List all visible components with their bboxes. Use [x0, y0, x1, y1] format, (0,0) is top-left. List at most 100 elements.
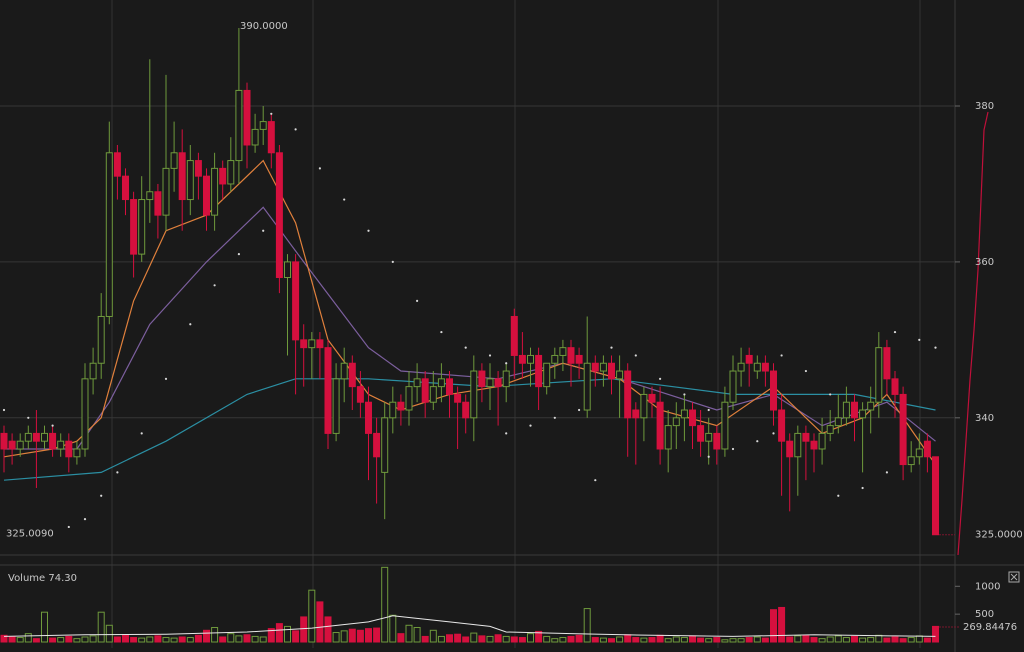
volume-bar — [49, 637, 57, 643]
sar-dot — [237, 253, 240, 256]
candle-body — [802, 432, 810, 442]
close-icon[interactable] — [1010, 573, 1018, 581]
candle-body — [510, 315, 518, 356]
candle-body — [599, 362, 607, 372]
volume-bar — [348, 628, 356, 643]
volume-bar — [243, 634, 251, 643]
volume-bar — [705, 638, 713, 643]
volume-bar — [907, 637, 915, 643]
volume-bar — [105, 624, 113, 643]
volume-bar — [154, 635, 162, 643]
sar-dot — [893, 330, 897, 334]
volume-bar — [672, 636, 680, 643]
sar-dot — [189, 323, 192, 326]
candle-body — [138, 199, 146, 255]
candle-body — [105, 152, 113, 317]
high-label: 390.0000 — [240, 21, 288, 32]
candle-body — [899, 393, 907, 466]
candle-body — [478, 370, 486, 388]
volume-bar — [729, 638, 737, 643]
volume-ma-label: 269.84476 — [963, 622, 1017, 633]
volume-bar — [170, 637, 178, 643]
candle-body — [705, 432, 713, 442]
candle-body — [551, 354, 559, 364]
sar-dot — [578, 408, 581, 412]
candle-body — [494, 378, 502, 388]
volume-bar — [130, 637, 138, 643]
volume-bar — [16, 637, 24, 643]
sar-dot — [213, 284, 216, 287]
volume-bar — [381, 566, 389, 643]
volume-bar — [24, 633, 32, 643]
candle-body — [365, 401, 372, 434]
close-box[interactable] — [1008, 571, 1020, 583]
sar-dot — [918, 338, 921, 341]
candle-body — [932, 456, 939, 536]
candle-body — [697, 425, 705, 442]
volume-bar — [494, 634, 502, 643]
candle-body — [575, 354, 583, 364]
volume-bar — [32, 638, 40, 643]
volume-bar — [915, 635, 923, 643]
candle-body — [186, 160, 194, 201]
volume-bar — [219, 636, 227, 643]
volume-bar — [211, 627, 219, 643]
candle-body — [713, 432, 721, 450]
y-tick-label: 340 — [975, 413, 994, 424]
volume-bar — [859, 637, 867, 643]
sar-dot — [683, 393, 686, 396]
volume-bar — [737, 638, 745, 643]
volume-bar — [235, 635, 243, 643]
sar-dot — [270, 112, 273, 115]
candle-body — [907, 456, 915, 466]
sar-dot — [2, 408, 6, 412]
sar-dot — [594, 479, 597, 482]
candle-body — [243, 89, 251, 146]
candle-body — [437, 378, 445, 388]
sar-dot — [67, 525, 70, 529]
volume-bar — [356, 629, 364, 643]
volume-bar — [89, 635, 97, 643]
depth-line — [957, 111, 989, 556]
candle-body — [786, 440, 794, 458]
volume-bar — [697, 637, 705, 643]
candle-body — [300, 339, 308, 349]
candle-body — [583, 362, 591, 411]
sar-dot — [488, 354, 492, 357]
moving-average — [4, 206, 936, 450]
volume-bar — [680, 637, 688, 643]
sar-dot — [505, 432, 508, 435]
sar-dot — [505, 362, 508, 365]
low-label: 325.0090 — [6, 529, 54, 540]
candle-body — [162, 167, 170, 216]
candle-body — [859, 409, 867, 419]
volume-bar — [510, 636, 518, 643]
volume-bar — [883, 637, 891, 643]
candle-body — [543, 362, 551, 388]
volume-bar — [65, 635, 73, 643]
volume-bar — [640, 637, 648, 643]
y-tick-label: 1000 — [975, 581, 1000, 592]
volume-bar — [178, 636, 186, 643]
sar-dot — [416, 299, 419, 302]
sar-dot — [343, 198, 346, 201]
candle-body — [219, 167, 227, 185]
candle-body — [227, 160, 235, 185]
candle-body — [591, 362, 599, 372]
volume-bar — [559, 637, 567, 643]
candle-body — [267, 121, 275, 154]
volume-bar — [462, 636, 470, 643]
volume-bar — [567, 635, 575, 643]
candle-body — [770, 370, 777, 411]
volume-bar — [421, 635, 429, 643]
candle-body — [97, 315, 105, 364]
candle-body — [405, 386, 413, 411]
candle-body — [462, 401, 470, 419]
candle-body — [867, 401, 875, 411]
close-button[interactable] — [1008, 571, 1020, 583]
candle-body — [680, 409, 688, 419]
candle-body — [608, 362, 615, 380]
candle-body — [324, 347, 332, 434]
volume-bar — [300, 616, 308, 643]
sar-dot — [553, 416, 556, 419]
